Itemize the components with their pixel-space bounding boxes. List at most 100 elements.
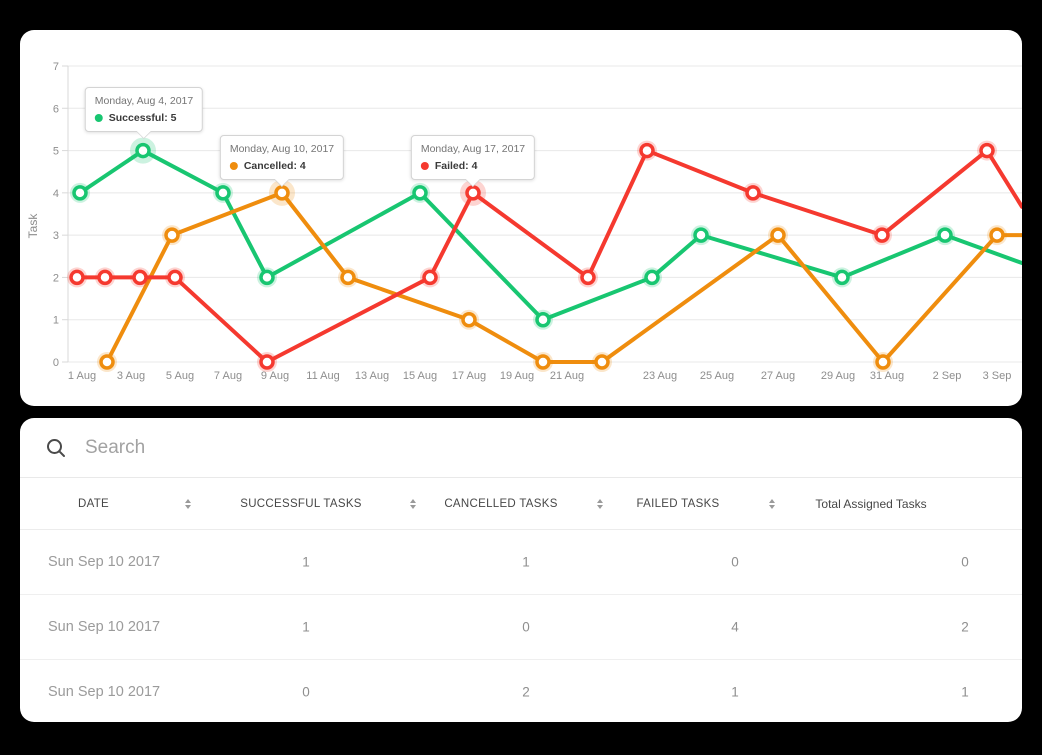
data-point-failed <box>69 269 85 286</box>
column-header-cancelled-tasks[interactable]: CANCELLED TASKS <box>444 497 558 510</box>
tasks-table-card: DATE SUCCESSFUL TASKS CANCELLED TASKS FA… <box>20 418 1022 722</box>
tooltip-value-label: Failed: 4 <box>434 160 478 172</box>
data-point-successful <box>693 227 709 243</box>
search-icon <box>47 438 65 457</box>
data-point-failed <box>465 185 481 201</box>
data-point-failed <box>132 269 148 286</box>
sort-icon-date[interactable] <box>185 498 191 509</box>
x-tick-label: 19 Aug <box>500 370 534 382</box>
series-color-dot <box>94 114 103 122</box>
data-point-failed <box>580 269 596 286</box>
data-point-failed <box>874 227 890 243</box>
tooltip-value-label: Cancelled: 4 <box>243 160 306 172</box>
chart-tooltip-failed: Monday, Aug 17, 2017 Failed: 4 <box>410 135 536 180</box>
data-point-successful <box>259 269 275 286</box>
data-point-failed <box>167 269 183 286</box>
cell-successful: 1 <box>302 554 310 570</box>
tasks-line-chart[interactable]: 0 1 2 3 4 5 6 7 1 Aug 3 Aug 5 Aug 7 Aug 9 Aug 11 Aug 1… <box>20 30 1022 406</box>
data-point-cancelled <box>594 354 610 370</box>
tooltip-date: Monday, Aug 17, 2017 <box>420 143 526 155</box>
tooltip-date: Monday, Aug 4, 2017 <box>94 95 194 107</box>
data-point-successful <box>644 269 660 286</box>
data-point-successful <box>937 227 953 243</box>
x-tick-label: 2 Sep <box>933 370 962 382</box>
cell-total: 1 <box>961 684 969 700</box>
cell-total: 0 <box>961 554 969 570</box>
table-row: Sun Sep 10 2017 0 2 1 1 <box>20 659 1022 722</box>
data-point-cancelled <box>340 269 356 286</box>
sort-icon-cancelled-tasks[interactable] <box>597 498 603 509</box>
data-point-failed <box>259 354 275 370</box>
table-row: Sun Sep 10 2017 1 1 0 0 <box>20 530 1022 594</box>
data-point-failed <box>979 142 995 159</box>
cell-total: 2 <box>961 619 969 635</box>
y-tick-label: 4 <box>53 188 59 200</box>
data-point-successful <box>412 185 428 201</box>
data-point-cancelled <box>875 354 891 370</box>
cell-successful: 0 <box>302 684 310 700</box>
data-point-cancelled <box>535 354 551 370</box>
series-color-dot <box>229 162 238 170</box>
y-tick-label: 3 <box>53 230 59 242</box>
table-row: Sun Sep 10 2017 1 0 4 2 <box>20 594 1022 659</box>
tooltip-value-row: Failed: 4 <box>420 160 525 172</box>
tooltip-value-label: Successful: 5 <box>108 112 177 124</box>
cell-date: Sun Sep 10 2017 <box>48 554 161 570</box>
cell-cancelled: 2 <box>522 684 530 700</box>
search-input[interactable] <box>83 435 687 460</box>
cell-date: Sun Sep 10 2017 <box>48 684 161 700</box>
sort-icon-failed-tasks[interactable] <box>769 498 775 509</box>
x-tick-label: 31 Aug <box>870 370 904 382</box>
cell-cancelled: 0 <box>522 619 530 635</box>
x-tick-label: 5 Aug <box>166 370 194 382</box>
tasks-chart-card: 0 1 2 3 4 5 6 7 1 Aug 3 Aug 5 Aug 7 Aug 9 Aug 11 Aug 1… <box>20 30 1022 406</box>
cell-failed: 0 <box>731 554 739 570</box>
data-point-cancelled <box>99 354 115 370</box>
cell-failed: 4 <box>731 619 739 635</box>
table-search-row <box>20 418 1022 478</box>
x-tick-label: 1 Aug <box>68 370 96 382</box>
data-point-failed <box>422 269 438 286</box>
column-header-date[interactable]: DATE <box>78 497 110 510</box>
tooltip-value-row: Cancelled: 4 <box>229 160 334 172</box>
y-tick-label: 5 <box>53 146 59 158</box>
x-tick-label: 11 Aug <box>306 370 339 382</box>
data-point-successful <box>535 311 551 328</box>
data-point-cancelled <box>461 311 477 328</box>
column-header-failed-tasks[interactable]: FAILED TASKS <box>636 497 720 510</box>
x-tick-label: 27 Aug <box>761 370 795 382</box>
x-tick-label: 23 Aug <box>643 370 677 382</box>
y-tick-label: 6 <box>53 103 59 115</box>
y-axis-title: Task <box>26 213 40 239</box>
cell-failed: 1 <box>731 684 739 700</box>
chart-tooltip-cancelled: Monday, Aug 10, 2017 Cancelled: 4 <box>219 135 345 180</box>
y-tick-label: 1 <box>53 315 59 327</box>
tooltip-date: Monday, Aug 10, 2017 <box>229 143 335 155</box>
data-point-cancelled <box>274 185 290 201</box>
tooltip-value-row: Successful: 5 <box>94 112 193 124</box>
x-tick-label: 21 Aug <box>550 370 584 382</box>
data-point-cancelled <box>989 227 1005 243</box>
data-point-successful <box>834 269 850 286</box>
x-tick-label: 29 Aug <box>821 370 855 382</box>
x-tick-label: 17 Aug <box>452 370 486 382</box>
sort-icon-successful-tasks[interactable] <box>410 498 416 509</box>
x-tick-label: 15 Aug <box>403 370 437 382</box>
x-tick-label: 25 Aug <box>700 370 734 382</box>
cell-cancelled: 1 <box>522 554 530 570</box>
y-tick-label: 0 <box>53 357 59 369</box>
column-header-successful-tasks[interactable]: SUCCESSFUL TASKS <box>240 497 362 510</box>
cell-date: Sun Sep 10 2017 <box>48 619 161 635</box>
series-successful <box>70 137 1022 330</box>
cell-successful: 1 <box>302 619 310 635</box>
data-point-failed <box>97 269 113 286</box>
data-point-cancelled <box>770 227 786 243</box>
data-point-failed <box>745 185 761 201</box>
data-point-failed <box>639 142 655 159</box>
chart-tooltip-successful: Monday, Aug 4, 2017 Successful: 5 <box>84 87 204 132</box>
column-header-total-assigned-tasks: Total Assigned Tasks <box>815 496 927 511</box>
data-point-successful <box>215 185 231 201</box>
series-color-dot <box>420 162 429 170</box>
data-point-cancelled <box>164 227 180 243</box>
